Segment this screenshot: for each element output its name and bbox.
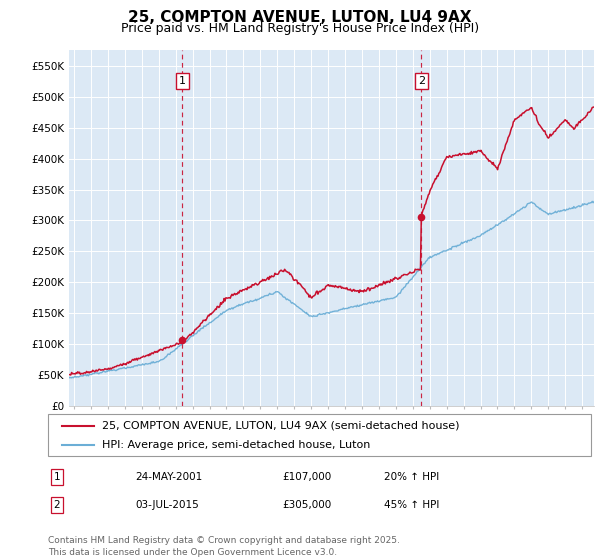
Text: 03-JUL-2015: 03-JUL-2015 <box>135 500 199 510</box>
Text: 2: 2 <box>418 76 425 86</box>
Text: 25, COMPTON AVENUE, LUTON, LU4 9AX: 25, COMPTON AVENUE, LUTON, LU4 9AX <box>128 10 472 25</box>
Text: £305,000: £305,000 <box>282 500 331 510</box>
Text: 25, COMPTON AVENUE, LUTON, LU4 9AX (semi-detached house): 25, COMPTON AVENUE, LUTON, LU4 9AX (semi… <box>103 421 460 431</box>
FancyBboxPatch shape <box>48 414 591 456</box>
Text: 45% ↑ HPI: 45% ↑ HPI <box>384 500 439 510</box>
Text: £107,000: £107,000 <box>282 472 331 482</box>
Text: Contains HM Land Registry data © Crown copyright and database right 2025.
This d: Contains HM Land Registry data © Crown c… <box>48 536 400 557</box>
Text: 1: 1 <box>53 472 61 482</box>
Text: 20% ↑ HPI: 20% ↑ HPI <box>384 472 439 482</box>
Text: 1: 1 <box>179 76 186 86</box>
Text: 24-MAY-2001: 24-MAY-2001 <box>135 472 202 482</box>
Text: 2: 2 <box>53 500 61 510</box>
Text: HPI: Average price, semi-detached house, Luton: HPI: Average price, semi-detached house,… <box>103 440 371 450</box>
Text: Price paid vs. HM Land Registry's House Price Index (HPI): Price paid vs. HM Land Registry's House … <box>121 22 479 35</box>
